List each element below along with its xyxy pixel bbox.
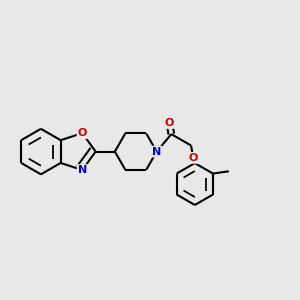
Text: O: O [189,153,198,163]
Text: N: N [78,165,87,175]
Text: N: N [152,147,161,157]
Text: O: O [165,118,174,128]
Text: O: O [78,128,87,138]
